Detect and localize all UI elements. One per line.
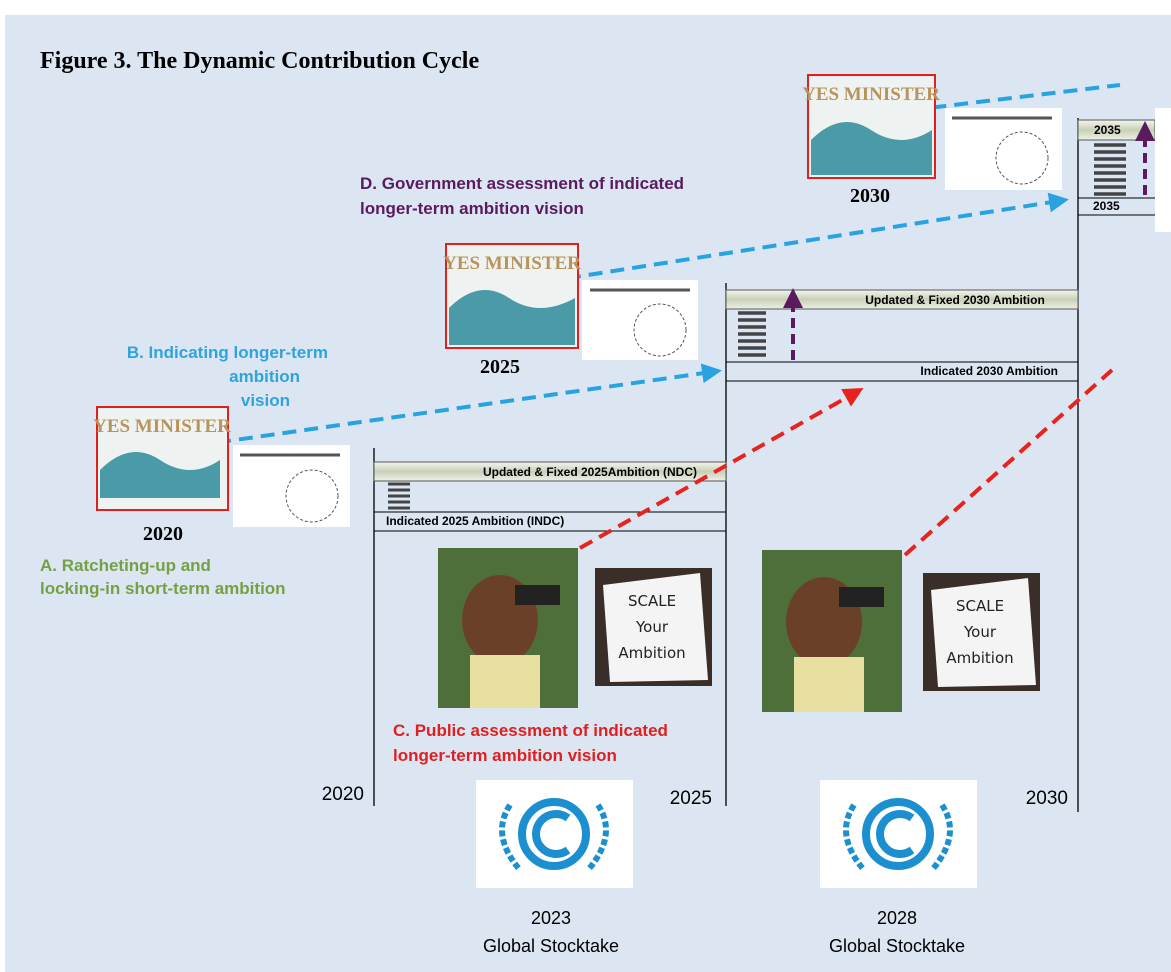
sign-text: Ambition <box>946 649 1013 667</box>
diagram: Figure 3. The Dynamic Contribution Cycle… <box>0 0 1171 972</box>
cartoon-caption: YES MINISTER <box>93 416 231 437</box>
stocktake-label: Global Stocktake <box>483 936 619 956</box>
stocktake-label: Global Stocktake <box>829 936 965 956</box>
sign-2: SCALE Your Ambition <box>923 573 1040 691</box>
indicated-label: Indicated 2025 Ambition (INDC) <box>386 514 564 528</box>
updated-label: 2035 <box>1094 123 1121 137</box>
sign-text: Your <box>963 623 997 641</box>
annotation-c: longer-term ambition vision <box>393 746 617 765</box>
annotation-b: ambition <box>229 367 300 386</box>
indicated-label: 2035 <box>1093 199 1120 213</box>
cartoon-year: 2020 <box>143 523 183 545</box>
sign-text: Ambition <box>618 644 685 662</box>
annotation-a: locking-in short-term ambition <box>40 579 286 598</box>
annotation-d: longer-term ambition vision <box>360 199 584 218</box>
sign-text: SCALE <box>956 597 1004 615</box>
edge-box <box>1155 108 1171 232</box>
updated-label: Updated & Fixed 2030 Ambition <box>865 293 1045 307</box>
sign-1: SCALE Your Ambition <box>595 568 712 686</box>
stocktake-year: 2028 <box>877 908 917 928</box>
updated-label: Updated & Fixed 2025Ambition (NDC) <box>483 465 697 479</box>
timeline-year: 2030 <box>1026 788 1068 809</box>
annotation-c: C. Public assessment of indicated <box>393 721 668 740</box>
sign-text: Your <box>635 618 669 636</box>
sign-text: SCALE <box>628 592 676 610</box>
stocktake-year: 2023 <box>531 908 571 928</box>
title: Figure 3. The Dynamic Contribution Cycle <box>40 48 479 74</box>
annotation-a: A. Ratcheting-up and <box>40 556 211 575</box>
annotation-b: vision <box>241 391 290 410</box>
cartoon-caption: YES MINISTER <box>802 84 940 105</box>
indicated-label: Indicated 2030 Ambition <box>920 364 1058 378</box>
cartoon-year: 2030 <box>850 185 890 207</box>
cartoon-caption: YES MINISTER <box>443 253 581 274</box>
timeline-year: 2025 <box>670 788 712 809</box>
cartoon-year: 2025 <box>480 356 520 378</box>
timeline-year: 2020 <box>322 784 364 805</box>
annotation-d: D. Government assessment of indicated <box>360 174 684 193</box>
annotation-b: B. Indicating longer-term <box>127 343 328 362</box>
